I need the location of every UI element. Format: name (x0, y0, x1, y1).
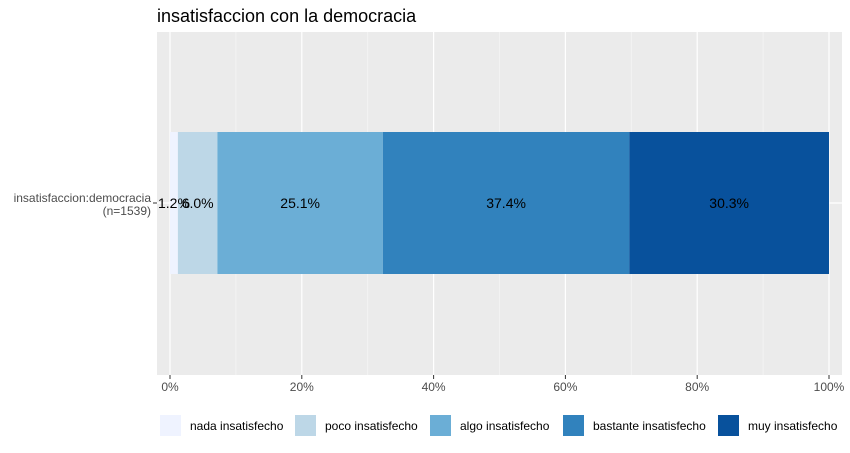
bar-segments (170, 132, 829, 274)
bar-segment-3 (382, 132, 630, 274)
x-tick-label: 0% (161, 380, 179, 394)
legend-swatch-4 (718, 415, 739, 436)
x-tick-label: 100% (814, 380, 845, 394)
x-tick-label: 40% (422, 380, 446, 394)
x-tick-label: 80% (685, 380, 709, 394)
legend-swatch-1 (295, 415, 316, 436)
legend-label-1: poco insatisfecho (325, 419, 418, 433)
bar-segment-2 (217, 132, 383, 274)
y-tick-label-line-1: (n=1539) (103, 204, 151, 218)
legend: nada insatisfecho poco insatisfecho algo i… (160, 415, 838, 436)
bar-label-3: 37.4% (486, 195, 526, 211)
bar-value-labels: 1.2%6.0% 25.1% 37.4% 30.3% (158, 195, 749, 211)
legend-label-4: muy insatisfecho (748, 419, 838, 433)
legend-swatch-2 (430, 415, 451, 436)
bar-segment-4 (629, 132, 829, 274)
legend-label-3: bastante insatisfecho (593, 419, 706, 433)
chart-title: insatisfaccion con la democracia (157, 6, 417, 26)
bar-label-2: 25.1% (280, 195, 320, 211)
legend-swatch-0 (160, 415, 181, 436)
bar-label-1: 6.0% (182, 195, 214, 211)
y-tick-label-line-0: insatisfaccion:democracia (14, 191, 152, 205)
bar-segment-1 (177, 132, 218, 274)
legend-label-0: nada insatisfecho (190, 419, 284, 433)
legend-swatch-3 (563, 415, 584, 436)
bar-label-0: 1.2% (158, 195, 190, 211)
bar-segment-0 (170, 132, 178, 274)
legend-label-2: algo insatisfecho (460, 419, 550, 433)
x-axis: 0% 20% 40% 60% 80% 100% (161, 375, 845, 394)
x-tick-label: 60% (553, 380, 577, 394)
bar-label-4: 30.3% (709, 195, 749, 211)
x-tick-label: 20% (290, 380, 314, 394)
y-axis: insatisfaccion:democracia(n=1539) (14, 191, 157, 218)
